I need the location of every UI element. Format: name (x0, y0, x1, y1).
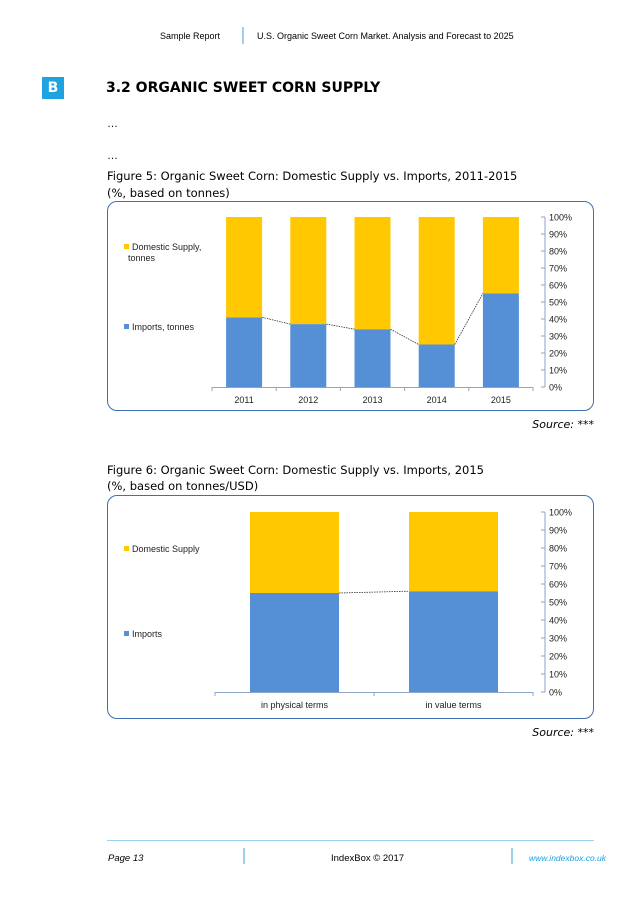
y-tick-label: 20% (549, 652, 567, 662)
y-tick-label: 100% (549, 213, 572, 223)
y-tick-label: 40% (549, 616, 567, 626)
bar-domestic-3 (418, 217, 455, 345)
legend-label: Domestic Supply, tonnes (128, 242, 201, 263)
figure6-chart: in physical terms in value terms 0% 10% 20% 3… (124, 508, 572, 710)
x-tick-label: in value terms (425, 700, 482, 710)
figure5-source: Source: *** (532, 418, 594, 431)
figure6-subtitle: (%, based on tonnes/USD) (107, 479, 259, 493)
source-label: Source: (532, 726, 574, 739)
bar-domestic-0 (226, 217, 263, 318)
source-label: Source: (532, 418, 574, 431)
footer-copyright: IndexBox © 2017 (331, 853, 405, 864)
y-tick-label: 80% (549, 247, 567, 257)
ellipsis-text: … (107, 118, 118, 130)
section-title: 3.2 ORGANIC SWEET CORN SUPPLY (106, 80, 381, 96)
y-tick-label: 90% (549, 230, 567, 240)
y-tick-label: 70% (549, 264, 567, 274)
figure6-chart-frame: in physical terms in value terms 0% 10% 20% 3… (107, 495, 594, 719)
y-tick-label: 0% (549, 383, 562, 393)
bar-imports-1 (409, 591, 498, 692)
x-tick-label: 2013 (362, 395, 382, 405)
figure5-chart: 2011 2012 2013 2014 2015 0% 10% 20% 30% 40% 50% 60%… (124, 213, 572, 405)
y-tick-label: 40% (549, 315, 567, 325)
bar-imports-0 (226, 317, 263, 387)
series-connector-line (338, 590, 410, 594)
y-tick-label: 10% (549, 366, 567, 376)
legend-label: Imports (132, 629, 163, 639)
bar-domestic-0 (250, 512, 339, 593)
indexbox-logo-icon: B (42, 77, 64, 99)
source-value: *** (577, 418, 595, 431)
x-tick-label: in physical terms (261, 700, 329, 710)
bar-imports-2 (354, 329, 391, 387)
bar-domestic-4 (482, 217, 519, 294)
legend-swatch (124, 324, 129, 329)
x-tick-label: 2014 (427, 395, 447, 405)
series-connector-line (454, 293, 484, 345)
footer-separator (511, 848, 513, 864)
bar-domestic-1 (409, 512, 498, 592)
y-tick-label: 50% (549, 298, 567, 308)
bar-imports-0 (250, 593, 339, 692)
y-tick-label: 70% (549, 562, 567, 572)
figure6-source: Source: *** (532, 726, 594, 739)
y-tick-label: 30% (549, 634, 567, 644)
y-tick-label: 30% (549, 332, 567, 342)
y-tick-label: 10% (549, 670, 567, 680)
bar-imports-4 (482, 293, 519, 387)
y-tick-label: 60% (549, 580, 567, 590)
bar-domestic-1 (290, 217, 327, 325)
legend-label: Domestic Supply (132, 544, 200, 554)
y-tick-label: 80% (549, 544, 567, 554)
y-tick-label: 60% (549, 281, 567, 291)
series-connector-line (326, 323, 355, 330)
x-tick-label: 2015 (491, 395, 511, 405)
figure6-title: Figure 6: Organic Sweet Corn: Domestic S… (107, 463, 484, 477)
footer-page-number: Page 13 (108, 853, 144, 864)
source-value: *** (577, 726, 595, 739)
y-tick-label: 100% (549, 508, 572, 518)
footer-divider (107, 840, 594, 841)
bar-domestic-2 (354, 217, 391, 330)
header-divider (242, 27, 244, 44)
footer-separator (243, 848, 245, 864)
legend-swatch (124, 244, 129, 249)
bar-imports-1 (290, 324, 327, 387)
legend-label: Imports, tonnes (132, 322, 195, 332)
footer-website-link[interactable]: www.indexbox.co.uk (529, 853, 607, 863)
x-tick-label: 2011 (234, 395, 253, 405)
y-tick-label: 0% (549, 688, 562, 698)
header-report-type: Sample Report (160, 31, 221, 41)
y-tick-label: 20% (549, 349, 567, 359)
figure5-subtitle: (%, based on tonnes) (107, 186, 230, 200)
bar-imports-3 (418, 344, 455, 387)
figure5-chart-frame: 2011 2012 2013 2014 2015 0% 10% 20% 30% 40% 50% 60%… (107, 201, 594, 411)
ellipsis-text: … (107, 150, 118, 162)
y-tick-label: 90% (549, 526, 567, 536)
legend-swatch (124, 631, 129, 636)
x-tick-label: 2012 (298, 395, 318, 405)
figure5-title: Figure 5: Organic Sweet Corn: Domestic S… (107, 169, 518, 183)
series-connector-line (390, 328, 419, 345)
legend-swatch (124, 546, 129, 551)
header-report-title: U.S. Organic Sweet Corn Market. Analysis… (257, 31, 514, 41)
y-tick-label: 50% (549, 598, 567, 608)
